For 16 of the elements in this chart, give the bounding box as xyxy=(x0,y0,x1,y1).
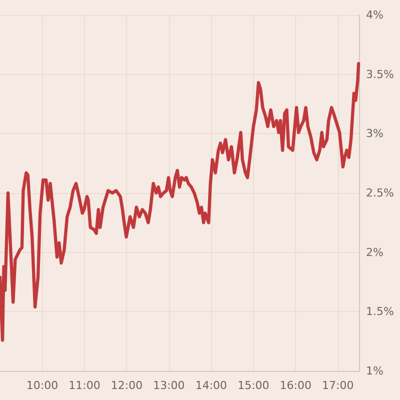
x-tick-label: 15:00 xyxy=(238,379,270,392)
x-tick-label: 16:00 xyxy=(280,379,312,392)
y-tick-label: 1.5% xyxy=(366,305,394,318)
line-series xyxy=(0,62,360,342)
x-tick-label: 12:00 xyxy=(110,379,143,392)
y-tick-label: 2.5% xyxy=(366,186,394,200)
x-tick-label: 17:00 xyxy=(322,379,354,392)
y-tick-label: 3.5% xyxy=(366,68,394,81)
y-tick-label: 4% xyxy=(366,8,384,22)
y-tick-label: 1% xyxy=(366,364,384,378)
y-tick-label: 3% xyxy=(366,127,384,140)
x-tick-label: 13:00 xyxy=(153,379,185,392)
x-tick-label: 10:00 xyxy=(26,379,58,392)
x-tick-label: 14:00 xyxy=(195,379,228,392)
x-tick-label: 11:00 xyxy=(68,379,100,392)
y-tick-label: 2% xyxy=(366,246,384,259)
